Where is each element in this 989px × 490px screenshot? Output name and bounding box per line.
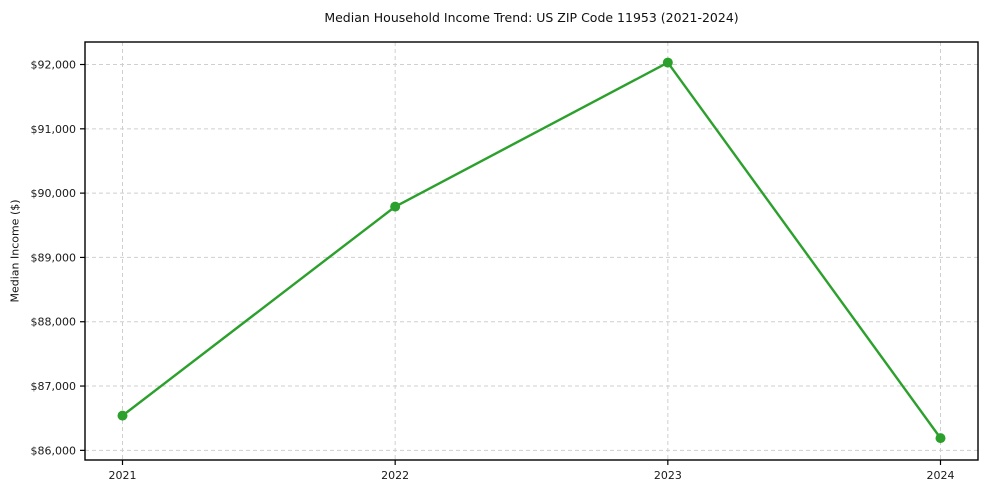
data-point-2021 [117, 410, 128, 421]
x-tick-label: 2021 [109, 469, 137, 482]
data-point-2024 [935, 433, 946, 444]
x-tick-label: 2023 [654, 469, 682, 482]
y-tick-label: $86,000 [31, 444, 77, 457]
y-tick-label: $89,000 [31, 251, 77, 264]
y-axis-label: Median Income ($) [8, 199, 22, 303]
data-point-2023 [662, 57, 673, 68]
y-tick-label: $88,000 [31, 316, 77, 329]
y-tick-label: $91,000 [31, 123, 77, 136]
y-tick-label: $87,000 [31, 380, 77, 393]
x-tick-label: 2022 [381, 469, 409, 482]
plot-border [84, 41, 979, 461]
y-tick-label: $92,000 [31, 59, 77, 72]
trend-line [121, 61, 942, 440]
y-tick-label: $90,000 [31, 187, 77, 200]
x-tick-label: 2024 [927, 469, 955, 482]
chart-title: Median Household Income Trend: US ZIP Co… [324, 10, 739, 25]
data-point-2022 [390, 201, 401, 212]
